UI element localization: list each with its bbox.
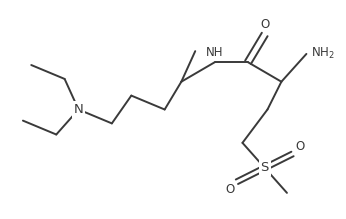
Text: N: N [74, 103, 83, 116]
Text: NH$_2$: NH$_2$ [311, 46, 334, 62]
Text: NH: NH [206, 46, 224, 59]
Text: O: O [260, 18, 269, 31]
Text: S: S [261, 161, 269, 174]
Text: O: O [295, 140, 304, 153]
Text: O: O [225, 183, 234, 196]
